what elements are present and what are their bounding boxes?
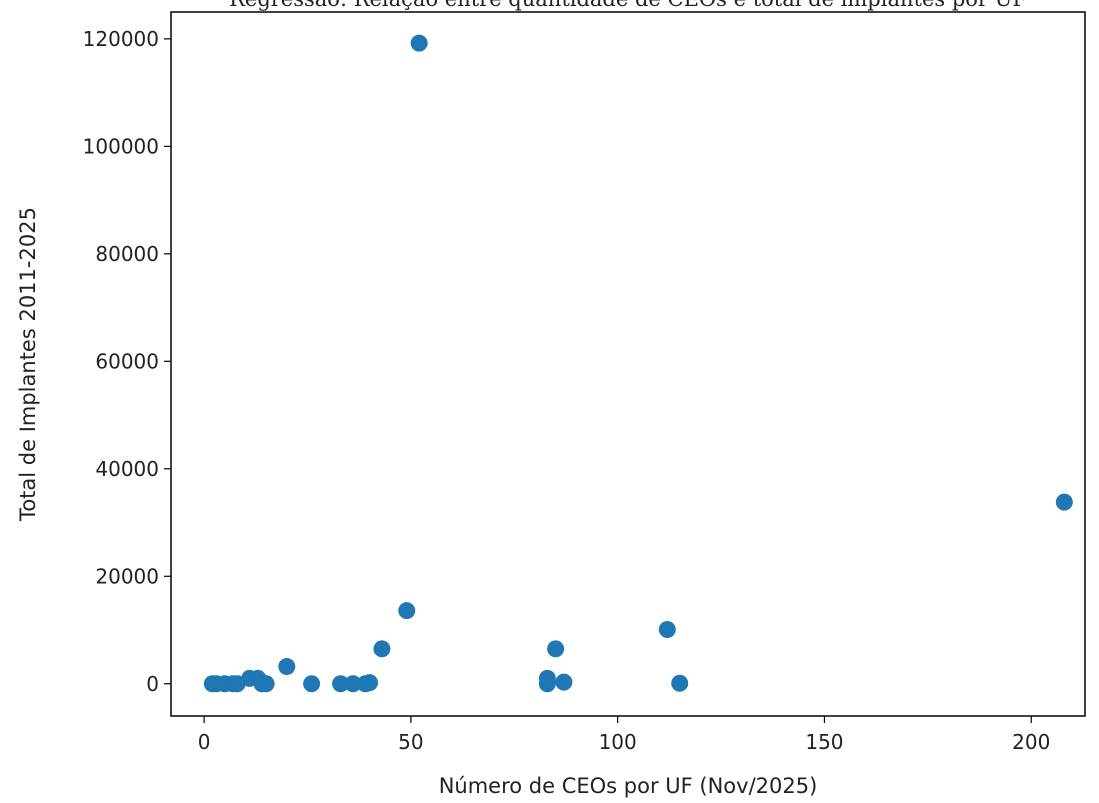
plot-area-border <box>170 11 1086 717</box>
y-tick-label: 100000 <box>83 134 159 158</box>
data-point <box>278 658 296 676</box>
data-point <box>257 675 275 693</box>
y-tick-label: 40000 <box>95 457 159 481</box>
plot-frame <box>170 11 1086 717</box>
x-tick-label: 200 <box>1012 730 1050 754</box>
data-point <box>555 673 573 691</box>
data-point <box>671 674 689 692</box>
data-point <box>1055 493 1073 511</box>
x-tick-label: 100 <box>599 730 637 754</box>
data-point <box>658 620 676 638</box>
y-tick-label: 20000 <box>95 564 159 588</box>
x-axis-ticks: 0 50 100 150 200 <box>198 716 1050 754</box>
y-axis-ticks: 0 20000 40000 60000 80000 100000 120000 <box>83 27 171 696</box>
y-axis-label: Total de Implantes 2011-2025 <box>16 207 40 522</box>
y-tick-label: 120000 <box>83 27 159 51</box>
x-tick-label: 0 <box>198 730 211 754</box>
data-point <box>332 675 350 693</box>
y-tick-label: 80000 <box>95 242 159 266</box>
data-points <box>203 34 1073 693</box>
x-axis-label: Número de CEOs por UF (Nov/2025) <box>439 774 818 798</box>
x-tick-label: 50 <box>398 730 423 754</box>
x-tick-label: 150 <box>805 730 843 754</box>
data-point <box>410 34 428 52</box>
data-point <box>538 675 556 693</box>
y-tick-label: 60000 <box>95 349 159 373</box>
data-point <box>361 674 379 692</box>
data-point <box>373 640 391 658</box>
y-tick-label: 0 <box>146 672 159 696</box>
data-point <box>547 640 565 658</box>
data-point <box>398 602 416 620</box>
title-layer: Regressão: Relação entre quantidade de C… <box>229 0 1027 11</box>
data-point <box>344 675 362 693</box>
chart-title: Regressão: Relação entre quantidade de C… <box>229 0 1027 11</box>
data-point <box>303 675 321 693</box>
